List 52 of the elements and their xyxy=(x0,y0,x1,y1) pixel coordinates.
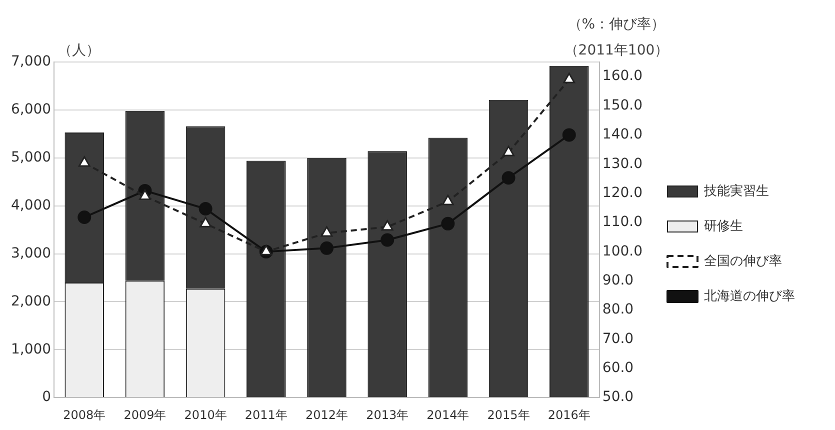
point xyxy=(380,233,394,247)
point xyxy=(320,226,333,237)
point xyxy=(78,210,92,224)
x-tick-label: 2011年 xyxy=(244,408,288,422)
y-tick-label: 6,000 xyxy=(10,102,52,118)
point xyxy=(260,244,272,256)
y2-tick-label: 140.0 xyxy=(602,126,643,143)
y-axis-title: （人） xyxy=(58,42,100,59)
y2-tick-label: 150.0 xyxy=(602,97,643,114)
point xyxy=(320,241,334,255)
y2-tick-label: 90.0 xyxy=(602,272,634,289)
legend-label: 技能実習生 xyxy=(703,182,795,199)
y2-tick-label: 160.0 xyxy=(602,68,643,84)
y2-tick-label: 110.0 xyxy=(602,214,643,230)
y2-tick-label: 50.0 xyxy=(602,389,634,406)
x-tick-label: 2010年 xyxy=(184,408,227,422)
y-tick-label: 4,000 xyxy=(10,197,52,214)
y2-tick-label: 120.0 xyxy=(602,184,643,201)
point xyxy=(198,202,212,216)
x-tick-label: 2008年 xyxy=(63,408,106,422)
y2-tick-label: 130.0 xyxy=(602,156,643,172)
point xyxy=(78,156,90,167)
x-tick-label: 2012年 xyxy=(305,408,348,422)
y-tick-label: 3,000 xyxy=(10,245,52,262)
y-tick-label: 1,000 xyxy=(10,341,52,358)
x-tick-label: 2009年 xyxy=(124,408,166,422)
y2-tick-label: 80.0 xyxy=(602,302,634,318)
y-tick-label: 2,000 xyxy=(10,293,52,310)
y-tick-label: 0 xyxy=(42,389,52,406)
y-tick-label: 5,000 xyxy=(10,150,52,166)
legend-label: 研修生 xyxy=(704,218,769,234)
legend-label: 全国の伸び率 xyxy=(704,252,808,269)
x-tick-label: 2016年 xyxy=(548,408,590,422)
x-tick-label: 2015年 xyxy=(487,408,530,422)
x-tick-label: 2013年 xyxy=(366,408,409,422)
point xyxy=(562,128,576,142)
point xyxy=(502,146,514,156)
legend-label: 北海道の伸び率 xyxy=(704,288,821,304)
point xyxy=(381,220,394,231)
y2-tick-label: 70.0 xyxy=(602,330,634,347)
y2-axis-title: （%：伸び率） xyxy=(568,16,666,33)
y2-tick-label: 60.0 xyxy=(602,360,634,376)
y2-tick-label: 100.0 xyxy=(602,243,643,260)
point xyxy=(502,171,516,185)
point xyxy=(442,194,454,206)
point xyxy=(563,72,576,84)
x-tick-label: 2014年 xyxy=(426,408,470,422)
point xyxy=(441,216,455,230)
point xyxy=(200,216,212,228)
text: （2011年100） xyxy=(564,42,669,59)
point xyxy=(139,189,151,200)
y-tick-label: 7,000 xyxy=(10,54,52,70)
